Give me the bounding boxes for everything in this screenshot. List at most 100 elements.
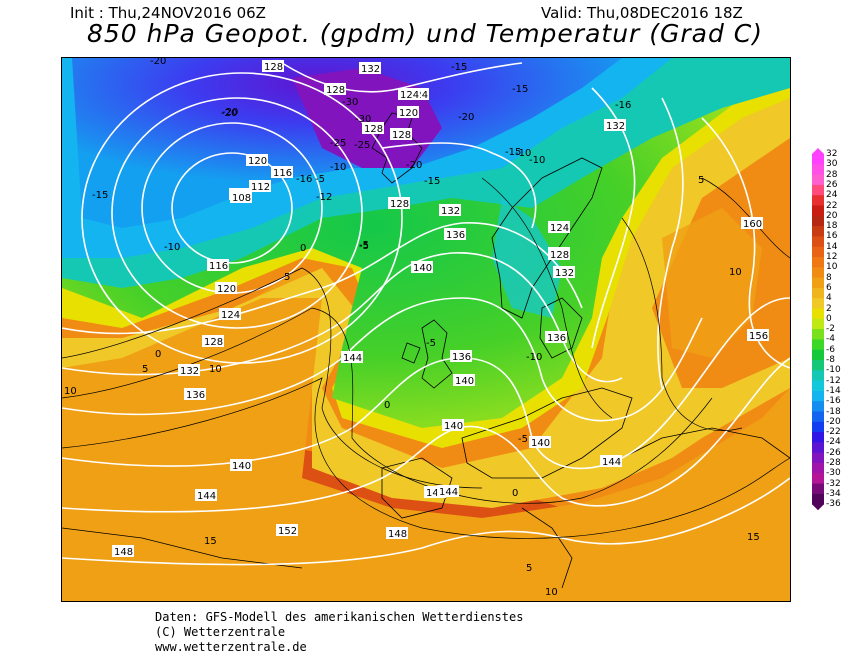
legend-label: -10: [826, 365, 841, 376]
label-geopotential: 116: [209, 261, 228, 272]
label-geopotential: 136: [547, 333, 566, 344]
label-geopotential: 132: [180, 366, 199, 377]
label-geopotential: 148: [388, 529, 407, 540]
legend-swatch: [812, 257, 824, 268]
legend-swatch: [812, 154, 824, 165]
label-temperature: -16: [296, 174, 312, 185]
label-temperature: -30: [355, 114, 371, 125]
legend-label: -26: [826, 447, 841, 458]
legend-swatch: [812, 432, 824, 443]
legend-label: 32: [826, 149, 838, 159]
label-geopotential: 124: [221, 310, 240, 321]
label-temperature: -12: [316, 192, 332, 203]
label-temperature: -30: [342, 97, 358, 108]
legend-label: 12: [826, 252, 838, 262]
label-temperature: 0: [384, 400, 390, 411]
label-geopotential: 128: [326, 85, 345, 96]
label-geopotential: 124: [400, 90, 419, 101]
legend-colorbar: [812, 148, 824, 511]
label-temperature: 10: [545, 587, 558, 598]
label-temperature: -15: [512, 84, 528, 95]
label-temperature: -20: [222, 107, 238, 118]
temperature-legend: 32 30 28 26 24 22 20 18 16 14 12 10 8 6 4 2 0 -2 -4 -6 -8 -10…: [811, 148, 847, 513]
legend-label: 4: [826, 293, 832, 304]
label-geopotential: 144: [197, 491, 216, 502]
label-temperature: -15: [505, 147, 521, 158]
label-temperature: 15: [204, 536, 217, 547]
legend-label: -18: [826, 406, 841, 417]
footer-website-link[interactable]: www.wetterzentrale.de: [155, 640, 307, 654]
legend-label: -30: [826, 468, 841, 479]
legend-label: 28: [826, 169, 838, 180]
legend-label: -28: [826, 458, 841, 468]
label-temperature: 10: [729, 267, 742, 278]
legend-label: -4: [826, 334, 835, 345]
init-time: Init : Thu,24NOV2016 06Z: [70, 4, 266, 22]
legend-swatch: [812, 452, 824, 464]
label-temperature: -20: [221, 108, 237, 119]
label-temperature: -25: [354, 140, 370, 151]
map-title: 850 hPa Geopot. (gpdm) und Temperatur (G…: [86, 19, 764, 48]
label-geopotential: 144: [439, 487, 458, 498]
legend-label: -34: [826, 488, 841, 499]
legend-label: 16: [826, 231, 838, 242]
label-temperature: -25: [330, 138, 346, 149]
legend-label: 18: [826, 221, 838, 232]
label-geopotential: 144: [426, 488, 445, 499]
legend-swatch: [812, 390, 824, 402]
legend-swatch: [812, 205, 824, 217]
label-geopotential: 144: [343, 353, 362, 364]
label-geopotential: 156: [749, 331, 768, 342]
legend-label: 0: [826, 313, 832, 324]
label-temperature: -20: [406, 160, 422, 171]
legend-label: -20: [826, 416, 841, 427]
legend-swatch: [812, 195, 824, 206]
label-temperature: 15: [747, 532, 760, 543]
legend-swatch: [812, 318, 824, 330]
legend-swatch: [812, 339, 824, 351]
legend-swatch: [812, 329, 824, 340]
legend-swatch: [812, 401, 824, 412]
legend-swatch: [812, 483, 824, 495]
legend-swatch: [812, 380, 824, 392]
legend-swatch: [812, 298, 824, 309]
label-geopotential: 112: [251, 182, 270, 193]
label-geopotential: 116: [273, 168, 292, 179]
isoline-labels: 128 132 128 120 124 128 128 120 116 112 …: [112, 60, 769, 558]
legend-label: -32: [826, 478, 841, 489]
label-geopotential: 148: [114, 547, 133, 558]
legend-label: 20: [826, 210, 838, 221]
footer-credits: Daten: GFS-Modell des amerikanischen Wet…: [155, 610, 523, 655]
legend-swatch: [812, 226, 824, 237]
legend-swatch: [812, 473, 824, 484]
label-geopotential: 140: [444, 421, 463, 432]
label-geopotential: 128: [264, 62, 283, 73]
label-geopotential: 128: [204, 337, 223, 348]
legend-swatch: [812, 174, 824, 186]
label-geopotential: 128: [390, 199, 409, 210]
label-geopotential: 108: [232, 193, 251, 204]
label-geopotential: 140: [531, 438, 550, 449]
weather-map: 128 132 128 120 124 128 128 120 116 112 …: [61, 57, 791, 602]
footer-data-source: Daten: GFS-Modell des amerikanischen Wet…: [155, 610, 524, 624]
label-geopotential: 140: [455, 376, 474, 387]
label-temperature: -10: [529, 155, 545, 166]
legend-label: -36: [826, 499, 841, 510]
legend-swatch: [812, 370, 824, 381]
legend-swatch: [812, 236, 824, 248]
label-temperature: -20: [458, 112, 474, 123]
label-temperature: -5: [359, 241, 369, 252]
temperature-shading: [62, 58, 790, 601]
label-temperature: 5: [526, 563, 532, 574]
coastlines: [62, 112, 790, 589]
legend-label: -2: [826, 324, 835, 335]
legend-label: 10: [826, 262, 838, 273]
legend-swatch: [812, 308, 824, 320]
legend-swatch: [812, 164, 824, 175]
label-geopotential: 132: [555, 268, 574, 279]
legend-label: -24: [826, 437, 841, 448]
legend-swatch: [812, 442, 824, 454]
legend-swatch: [812, 184, 824, 196]
legend-swatch: [812, 493, 824, 505]
legend-swatch: [812, 421, 824, 433]
